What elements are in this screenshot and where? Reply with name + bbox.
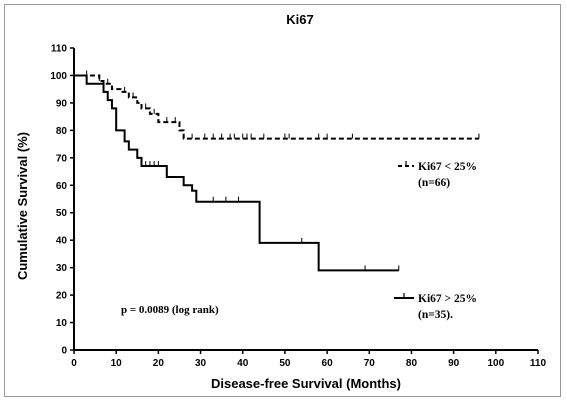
legend-n-ki67-high: (n=35). xyxy=(418,309,453,321)
x-tick-label: 10 xyxy=(111,358,123,369)
x-tick-label: 110 xyxy=(530,358,547,369)
y-tick-label: 40 xyxy=(56,236,68,247)
y-tick-label: 10 xyxy=(56,318,68,329)
y-tick-label: 20 xyxy=(56,291,68,302)
y-tick-label: 110 xyxy=(51,44,68,55)
y-axis-label: Cumulative Survival (%) xyxy=(15,132,30,280)
x-tick-label: 30 xyxy=(195,358,207,369)
y-tick-label: 50 xyxy=(56,208,68,219)
chart-frame xyxy=(4,4,561,397)
legend-label-ki67-high: Ki67 > 25% xyxy=(418,293,477,305)
y-tick-label: 70 xyxy=(56,153,68,164)
x-tick-label: 80 xyxy=(406,358,418,369)
x-tick-label: 90 xyxy=(448,358,460,369)
survival-curve-ki67-low xyxy=(74,74,479,140)
survival-curve-ki67-high xyxy=(74,74,399,272)
chart-title: Ki67 xyxy=(286,12,313,27)
x-tick-label: 70 xyxy=(364,358,376,369)
axes: 0 10 20 30 40 50 60 70 80 90 100 110 0 10 20 30 40 50 60 70… xyxy=(50,44,546,370)
p-value-annotation: p = 0.0089 (log rank) xyxy=(121,304,219,316)
x-tick-label: 50 xyxy=(279,358,291,369)
x-axis-label: Disease-free Survival (Months) xyxy=(211,376,401,391)
y-tick-label: 0 xyxy=(61,346,67,357)
x-tick-label: 20 xyxy=(153,358,165,369)
y-tick-label: 80 xyxy=(56,126,68,137)
y-tick-label: 60 xyxy=(56,181,68,192)
legend-label-ki67-low: Ki67 < 25% xyxy=(418,161,477,173)
y-tick-label: 90 xyxy=(56,98,68,109)
x-tick-label: 40 xyxy=(237,358,249,369)
x-tick-label: 0 xyxy=(71,358,77,369)
legend-n-ki67-low: (n=66) xyxy=(418,177,450,189)
y-tick-label: 100 xyxy=(50,71,67,82)
series-layer xyxy=(74,70,480,272)
x-tick-label: 60 xyxy=(322,358,334,369)
x-tick-label: 100 xyxy=(487,358,504,369)
y-tick-label: 30 xyxy=(56,263,68,274)
